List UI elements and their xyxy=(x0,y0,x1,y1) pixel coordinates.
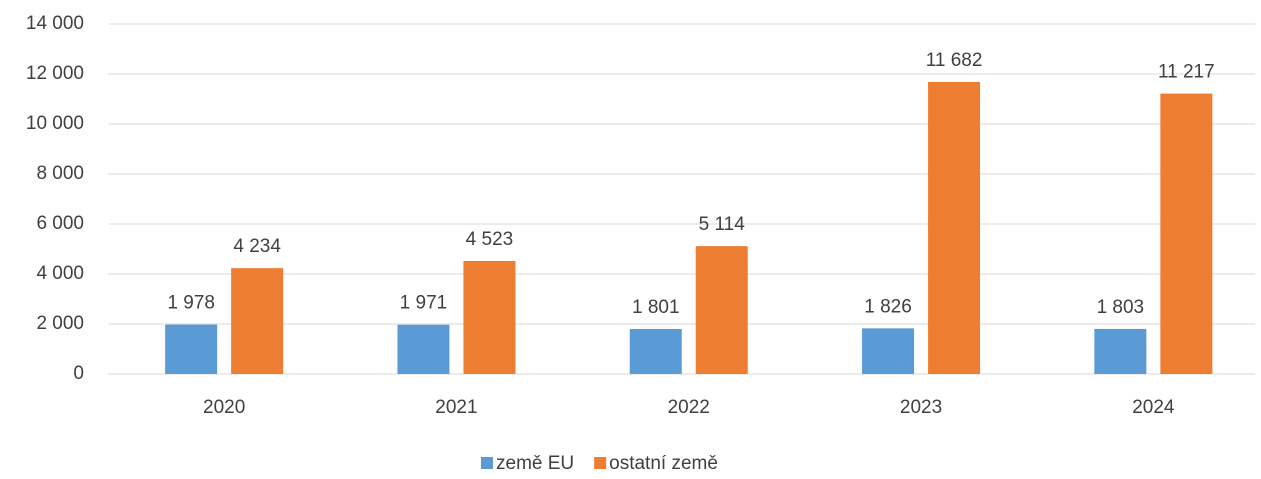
x-tick-label: 2021 xyxy=(435,397,477,418)
bar xyxy=(165,324,218,374)
value-label: 1 801 xyxy=(632,297,680,318)
x-tick-label: 2022 xyxy=(668,397,710,418)
bar xyxy=(695,246,748,374)
value-label: 11 682 xyxy=(926,50,983,71)
value-label: 1 978 xyxy=(167,293,215,314)
x-tick-label: 2023 xyxy=(900,397,942,418)
legend-label: ostatní země xyxy=(609,453,718,474)
value-label: 4 234 xyxy=(233,236,281,257)
bar xyxy=(862,328,915,374)
value-label: 1 803 xyxy=(1097,297,1145,318)
legend-swatch xyxy=(594,457,607,469)
bar xyxy=(397,324,450,374)
x-tick-label: 2020 xyxy=(203,397,245,418)
y-tick-label: 12 000 xyxy=(26,63,84,84)
y-tick-label: 2 000 xyxy=(36,313,84,334)
bar xyxy=(1094,328,1147,374)
legend-label: země EU xyxy=(496,453,574,474)
y-tick-label: 4 000 xyxy=(36,263,84,284)
value-label: 5 114 xyxy=(699,214,746,235)
x-tick-label: 2024 xyxy=(1132,397,1175,418)
value-label: 11 217 xyxy=(1158,62,1215,83)
bar xyxy=(231,268,284,374)
bar xyxy=(629,328,682,374)
y-tick-label: 14 000 xyxy=(26,13,84,34)
y-tick-label: 10 000 xyxy=(26,113,84,134)
legend-swatch xyxy=(481,457,493,469)
y-tick-label: 6 000 xyxy=(36,213,84,234)
y-tick-label: 8 000 xyxy=(36,163,84,184)
value-label: 4 523 xyxy=(466,229,514,250)
bar xyxy=(463,260,516,374)
value-label: 1 826 xyxy=(864,296,912,317)
y-tick-label: 0 xyxy=(73,363,84,384)
bar xyxy=(1160,93,1213,374)
value-label: 1 971 xyxy=(400,293,448,314)
bar xyxy=(928,81,981,374)
